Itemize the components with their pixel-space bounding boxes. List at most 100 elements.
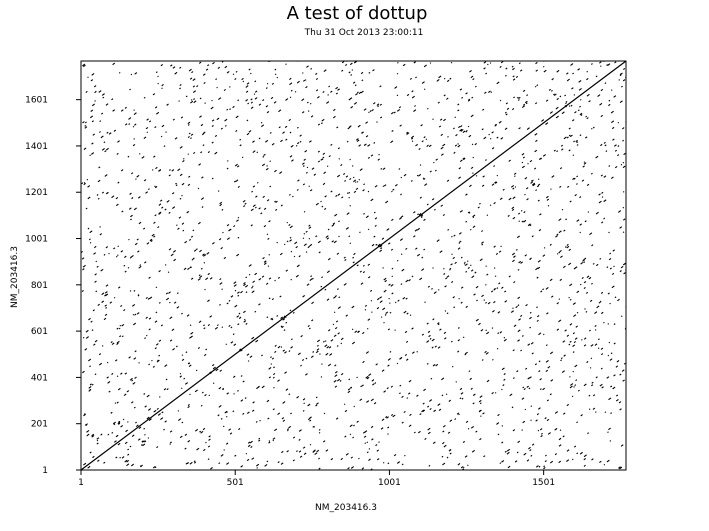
match-dot [268, 254, 271, 256]
match-dot [442, 143, 446, 147]
match-dot [390, 248, 394, 251]
match-dot [134, 242, 138, 246]
match-dot [597, 347, 600, 349]
match-dot [101, 93, 105, 96]
match-dot [588, 408, 591, 410]
match-dot [581, 339, 583, 341]
match-dot [157, 226, 160, 229]
match-dot [130, 254, 134, 258]
match-dot [599, 300, 602, 303]
match-dot [538, 228, 542, 232]
match-dot [144, 405, 147, 408]
match-dot [622, 262, 626, 266]
match-dot [190, 100, 194, 104]
match-dot [161, 206, 164, 209]
match-dot [505, 67, 508, 70]
match-dot [214, 326, 218, 330]
match-dot [173, 258, 177, 262]
match-dot [184, 433, 188, 436]
match-dot [572, 154, 575, 156]
match-dot [153, 221, 156, 224]
match-dot [376, 103, 380, 106]
match-dot [431, 338, 435, 342]
match-dot [453, 234, 456, 237]
match-dot [149, 296, 153, 300]
match-dot [554, 411, 558, 414]
match-dot [302, 237, 305, 240]
match-dot [348, 196, 350, 199]
match-dot [570, 63, 574, 66]
match-dot [302, 446, 306, 449]
match-dot [146, 131, 149, 134]
match-dot [83, 413, 86, 415]
match-dot [323, 69, 327, 73]
match-dot [608, 341, 611, 344]
match-dot [188, 364, 192, 368]
match-dot [523, 452, 527, 456]
match-dot [332, 115, 336, 119]
match-dot [96, 437, 100, 440]
match-dot [312, 351, 315, 353]
match-dot [437, 322, 440, 325]
match-dot [568, 296, 570, 299]
match-dot [121, 210, 124, 213]
match-dot [85, 424, 88, 426]
match-dot [420, 124, 423, 127]
match-dot [251, 286, 253, 289]
match-dot [422, 402, 425, 405]
match-dot [361, 467, 365, 470]
match-dot [418, 212, 422, 216]
match-dot [221, 208, 224, 211]
match-dot [175, 182, 177, 185]
match-dot [155, 311, 158, 314]
match-dot [549, 243, 552, 246]
match-dot [346, 140, 349, 143]
match-dot [193, 461, 197, 464]
match-dot [576, 141, 579, 144]
match-dot [131, 197, 134, 200]
match-dot [542, 288, 545, 291]
match-dot [500, 245, 502, 248]
match-dot [378, 441, 380, 443]
match-dot [160, 417, 164, 420]
match-dot [223, 449, 225, 451]
match-dot [178, 418, 182, 421]
match-dot [443, 331, 447, 335]
match-dot [510, 185, 515, 188]
match-dot [521, 105, 526, 108]
match-dot [382, 185, 385, 187]
match-dot [527, 343, 531, 346]
match-dot [440, 146, 444, 150]
match-dot [363, 108, 367, 111]
match-dot [308, 224, 311, 227]
match-dot [218, 238, 222, 241]
match-dot [522, 386, 525, 389]
match-dot [169, 430, 173, 433]
match-dot [479, 437, 482, 441]
match-dot [276, 315, 279, 317]
match-dot [289, 155, 293, 158]
match-dot [411, 95, 415, 99]
match-dot [550, 90, 553, 92]
match-dot [545, 99, 549, 102]
match-dot [396, 259, 399, 262]
match-dot [204, 102, 206, 104]
match-dot [522, 89, 526, 92]
match-dot [364, 309, 367, 311]
match-dot [306, 283, 310, 286]
match-dot [391, 190, 393, 193]
match-dot [553, 93, 555, 96]
match-dot [457, 109, 460, 112]
match-dot [198, 320, 202, 324]
match-dot [160, 324, 164, 327]
match-dot [365, 351, 369, 354]
match-dot [379, 103, 382, 106]
match-dot [335, 92, 338, 95]
match-dot [94, 280, 97, 283]
match-dot [323, 412, 326, 415]
match-dot [83, 413, 87, 417]
match-dot [339, 380, 342, 382]
match-dot [352, 261, 355, 264]
match-dot [208, 394, 211, 397]
match-dot [436, 239, 440, 243]
